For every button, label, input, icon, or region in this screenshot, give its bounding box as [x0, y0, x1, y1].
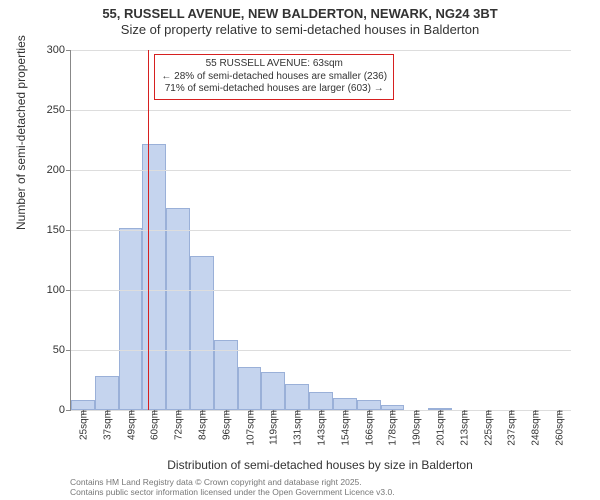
- x-tick-label: 49sqm: [124, 410, 137, 440]
- chart-title: 55, RUSSELL AVENUE, NEW BALDERTON, NEWAR…: [0, 0, 600, 37]
- x-tick-label: 72sqm: [172, 410, 185, 440]
- gridline: [71, 350, 571, 351]
- title-line-2: Size of property relative to semi-detach…: [0, 22, 600, 38]
- bar: [190, 256, 214, 410]
- x-tick-label: 166sqm: [362, 410, 375, 446]
- bar: [333, 398, 357, 410]
- footer-line-2: Contains public sector information licen…: [70, 488, 395, 498]
- x-tick-label: 119sqm: [267, 410, 280, 445]
- x-tick-label: 248sqm: [529, 410, 542, 446]
- x-tick-label: 154sqm: [338, 410, 351, 446]
- bar: [238, 367, 262, 410]
- y-tick-label: 250: [47, 104, 71, 116]
- bar: [71, 400, 95, 410]
- y-tick-label: 0: [59, 404, 71, 416]
- x-tick-label: 60sqm: [148, 410, 161, 440]
- gridline: [71, 290, 571, 291]
- y-axis-label: Number of semi-detached properties: [14, 35, 28, 230]
- footer-attribution: Contains HM Land Registry data © Crown c…: [70, 478, 395, 498]
- reference-line: [148, 50, 149, 410]
- bar: [166, 208, 190, 410]
- callout-box: 55 RUSSELL AVENUE: 63sqm ← 28% of semi-d…: [154, 54, 394, 100]
- gridline: [71, 50, 571, 51]
- callout-line-1: 55 RUSSELL AVENUE: 63sqm: [161, 58, 387, 71]
- x-tick-label: 225sqm: [481, 410, 494, 446]
- x-tick-label: 213sqm: [457, 410, 470, 446]
- gridline: [71, 230, 571, 231]
- bar: [309, 392, 333, 410]
- x-axis-label: Distribution of semi-detached houses by …: [70, 458, 570, 472]
- bar: [357, 400, 381, 410]
- bar: [285, 384, 309, 410]
- x-tick-label: 37sqm: [100, 410, 113, 440]
- x-tick-label: 107sqm: [243, 410, 256, 446]
- plot-area: 050100150200250300 25sqm37sqm49sqm60sqm7…: [70, 50, 571, 411]
- x-tick-label: 260sqm: [553, 410, 566, 446]
- y-tick-label: 300: [47, 44, 71, 56]
- x-tick-label: 201sqm: [434, 410, 447, 446]
- callout-line-3: 71% of semi-detached houses are larger (…: [161, 83, 387, 96]
- x-tick-label: 143sqm: [315, 410, 328, 446]
- x-tick-label: 237sqm: [505, 410, 518, 446]
- title-line-1: 55, RUSSELL AVENUE, NEW BALDERTON, NEWAR…: [0, 6, 600, 22]
- x-tick-label: 131sqm: [291, 410, 304, 446]
- x-tick-label: 190sqm: [410, 410, 423, 446]
- x-tick-label: 84sqm: [195, 410, 208, 440]
- y-tick-label: 50: [53, 344, 71, 356]
- histogram-chart: 55, RUSSELL AVENUE, NEW BALDERTON, NEWAR…: [0, 0, 600, 500]
- gridline: [71, 170, 571, 171]
- gridline: [71, 110, 571, 111]
- bar: [119, 228, 143, 410]
- x-tick-label: 25sqm: [76, 410, 89, 440]
- x-tick-label: 178sqm: [386, 410, 399, 446]
- y-tick-label: 150: [47, 224, 71, 236]
- y-tick-label: 100: [47, 284, 71, 296]
- callout-line-2: ← 28% of semi-detached houses are smalle…: [161, 71, 387, 84]
- y-tick-label: 200: [47, 164, 71, 176]
- x-tick-label: 96sqm: [219, 410, 232, 440]
- bar: [95, 376, 119, 410]
- bar: [142, 144, 166, 410]
- bar: [261, 372, 285, 410]
